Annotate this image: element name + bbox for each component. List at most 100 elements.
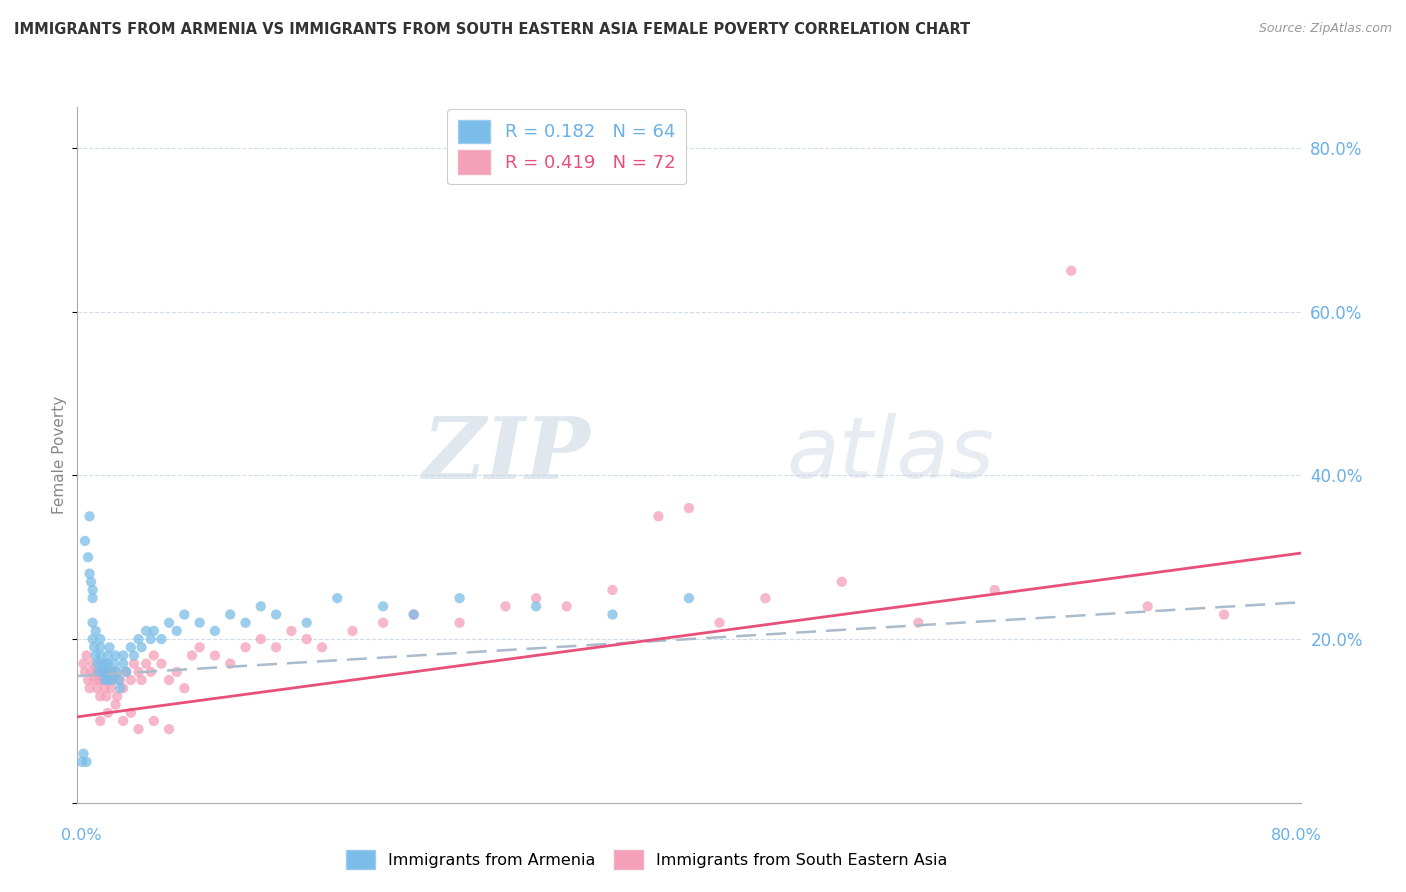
Point — [150, 632, 173, 646]
Point — [98, 665, 121, 679]
Point — [77, 673, 100, 687]
Point — [678, 591, 700, 606]
Point — [142, 648, 165, 663]
Point — [831, 574, 853, 589]
Point — [295, 615, 318, 630]
Point — [86, 657, 108, 671]
Point — [79, 681, 101, 696]
Point — [219, 657, 242, 671]
Point — [82, 582, 104, 597]
Point — [105, 665, 128, 679]
Point — [142, 624, 165, 638]
Point — [89, 640, 111, 655]
Point — [128, 665, 150, 679]
Point — [77, 550, 100, 565]
Point — [371, 599, 394, 614]
Point — [181, 648, 204, 663]
Point — [139, 665, 162, 679]
Point — [98, 640, 121, 655]
Point — [122, 657, 145, 671]
Point — [112, 648, 135, 663]
Point — [1136, 599, 1159, 614]
Text: Source: ZipAtlas.com: Source: ZipAtlas.com — [1258, 22, 1392, 36]
Point — [96, 665, 118, 679]
Point — [73, 533, 96, 548]
Point — [204, 648, 226, 663]
Point — [84, 648, 107, 663]
Point — [72, 747, 94, 761]
Point — [235, 615, 257, 630]
Point — [89, 648, 111, 663]
Text: 80.0%: 80.0% — [1271, 828, 1322, 843]
Point — [295, 632, 318, 646]
Point — [115, 665, 138, 679]
Point — [82, 657, 104, 671]
Point — [157, 722, 180, 736]
Point — [104, 698, 127, 712]
Point — [326, 591, 349, 606]
Point — [188, 615, 211, 630]
Point — [87, 673, 110, 687]
Point — [112, 714, 135, 728]
Point — [402, 607, 425, 622]
Point — [204, 624, 226, 638]
Point — [84, 665, 107, 679]
Point — [602, 607, 624, 622]
Point — [264, 640, 287, 655]
Point — [120, 640, 142, 655]
Point — [104, 665, 127, 679]
Point — [80, 665, 103, 679]
Point — [524, 599, 547, 614]
Point — [87, 665, 110, 679]
Point — [94, 657, 117, 671]
Point — [76, 755, 98, 769]
Point — [101, 673, 124, 687]
Point — [311, 640, 333, 655]
Point — [82, 591, 104, 606]
Point — [166, 665, 188, 679]
Point — [76, 648, 98, 663]
Point — [235, 640, 257, 655]
Point — [188, 640, 211, 655]
Point — [449, 615, 471, 630]
Point — [131, 640, 153, 655]
Point — [90, 665, 112, 679]
Point — [122, 648, 145, 663]
Point — [754, 591, 776, 606]
Point — [101, 673, 124, 687]
Point — [103, 657, 125, 671]
Point — [97, 657, 120, 671]
Point — [91, 673, 114, 687]
Point — [112, 681, 135, 696]
Point — [73, 665, 96, 679]
Point — [96, 690, 118, 704]
Point — [89, 690, 111, 704]
Point — [86, 681, 108, 696]
Text: 0.0%: 0.0% — [62, 828, 101, 843]
Point — [97, 706, 120, 720]
Point — [100, 665, 122, 679]
Point — [371, 615, 394, 630]
Point — [709, 615, 731, 630]
Point — [79, 566, 101, 581]
Point — [83, 640, 105, 655]
Point — [120, 673, 142, 687]
Point — [907, 615, 929, 630]
Point — [97, 673, 120, 687]
Point — [120, 706, 142, 720]
Point — [82, 615, 104, 630]
Point — [89, 632, 111, 646]
Point — [139, 632, 162, 646]
Point — [250, 632, 273, 646]
Point — [107, 673, 129, 687]
Point — [100, 681, 122, 696]
Text: atlas: atlas — [787, 413, 995, 497]
Point — [105, 690, 128, 704]
Point — [173, 607, 195, 622]
Point — [142, 714, 165, 728]
Point — [173, 681, 195, 696]
Point — [678, 501, 700, 516]
Point — [402, 607, 425, 622]
Point — [280, 624, 302, 638]
Point — [90, 657, 112, 671]
